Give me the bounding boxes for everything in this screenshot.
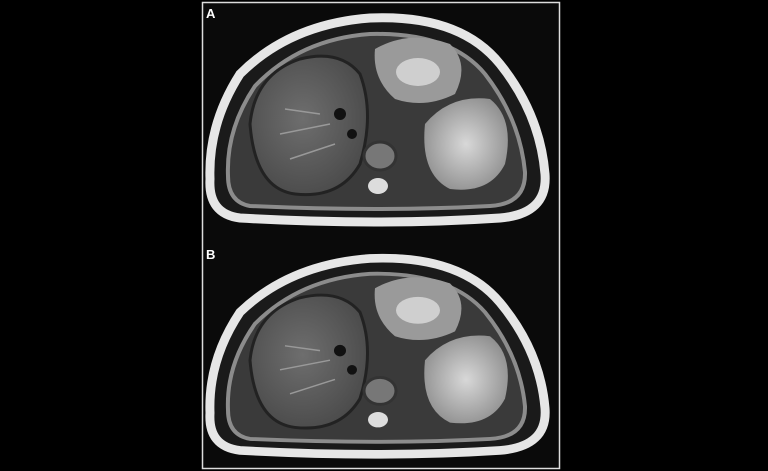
panel-label: A: [206, 6, 216, 21]
panel-label: B: [206, 247, 215, 262]
